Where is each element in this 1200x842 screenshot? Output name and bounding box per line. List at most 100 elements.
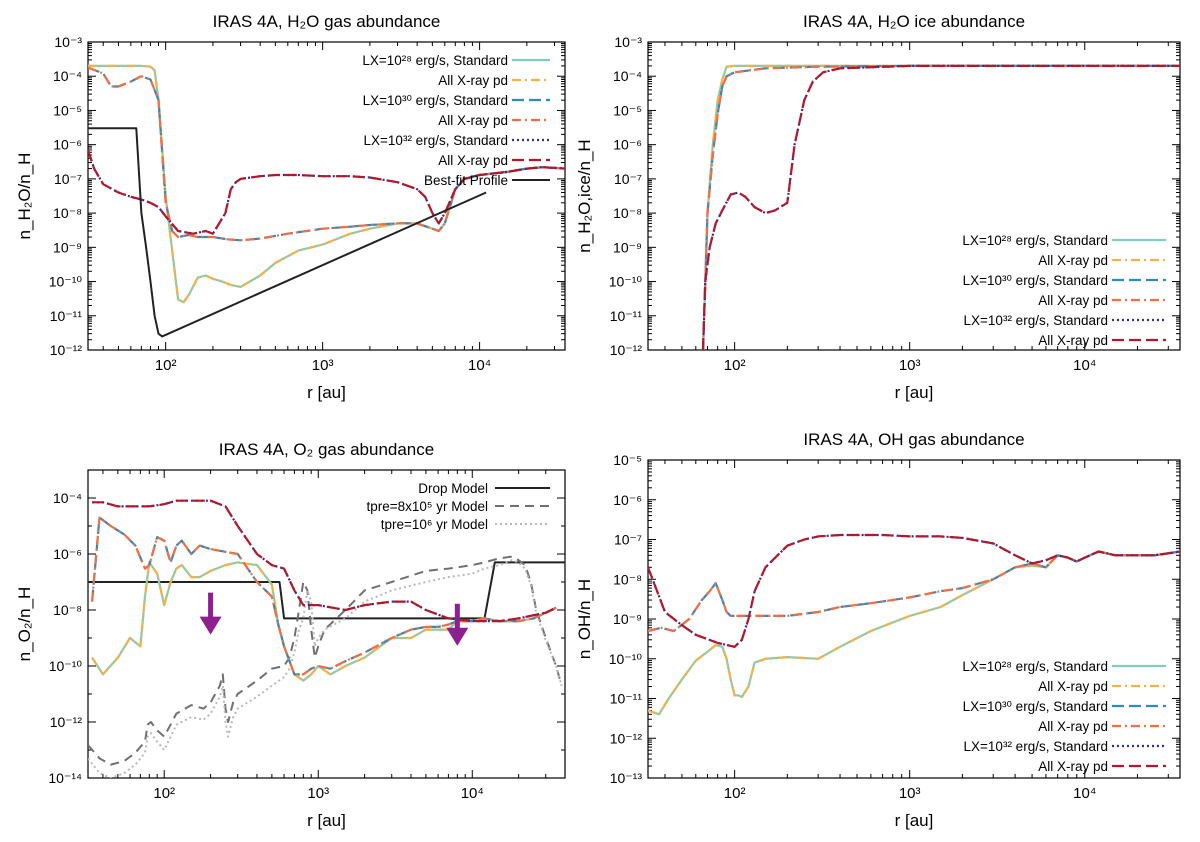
y-tick-label: 10⁻⁶ bbox=[53, 137, 82, 153]
legend-label: All X-ray pd bbox=[1038, 719, 1108, 734]
legend-label: All X-ray pd bbox=[1038, 759, 1108, 774]
y-tick-label: 10⁻⁴ bbox=[53, 490, 82, 506]
legend-label: LX=10³² erg/s, Standard bbox=[364, 133, 508, 148]
x-tick-label: 10² bbox=[724, 785, 746, 802]
panel-o2_gas: IRAS 4A, O₂ gas abundance 10² 10³ 10⁴ 10⁻¹⁴ 1… bbox=[15, 440, 566, 830]
y-tick-label: 10⁻³ bbox=[614, 34, 642, 50]
y-tick-label: 10⁻⁶ bbox=[613, 137, 642, 153]
legend-label: All X-ray pd bbox=[438, 153, 508, 168]
legend: LX=10²⁸ erg/s, Standard All X-ray pd LX=10… bbox=[962, 233, 1166, 348]
y-tick-label: 10⁻¹⁴ bbox=[48, 770, 82, 786]
series-line-lx28-dashdot bbox=[648, 550, 1180, 716]
legend: Drop Model tpre=8x10⁵ yr Model tpre=10⁶ yr… bbox=[366, 481, 550, 532]
y-tick-label: 10⁻⁹ bbox=[53, 239, 82, 255]
x-tick-label: 10² bbox=[153, 785, 175, 802]
x-tick-label: 10⁴ bbox=[468, 357, 491, 374]
y-tick-label: 10⁻⁹ bbox=[613, 239, 642, 255]
chart-title: IRAS 4A, H₂O ice abundance bbox=[803, 12, 1025, 31]
series-line-lx32-dotted bbox=[92, 499, 557, 623]
y-tick-label: 10⁻³ bbox=[54, 34, 82, 50]
y-tick-label: 10⁻¹¹ bbox=[610, 308, 643, 324]
x-tick-label: 10² bbox=[155, 357, 177, 374]
x-tick-label: 10³ bbox=[899, 357, 921, 374]
y-tick-label: 10⁻⁵ bbox=[53, 102, 82, 118]
y-tick-label: 10⁻⁸ bbox=[53, 205, 82, 221]
x-tick-label: 10⁴ bbox=[461, 785, 484, 802]
y-tick-label: 10⁻⁵ bbox=[613, 452, 642, 468]
legend-label: LX=10³⁰ erg/s, Standard bbox=[963, 273, 1108, 288]
series-line-lx30-dashdot bbox=[648, 550, 1180, 633]
series-line-tpre1e6-dotted bbox=[88, 559, 563, 778]
legend-label: LX=10²⁸ erg/s, Standard bbox=[962, 659, 1108, 674]
y-tick-label: 10⁻¹⁰ bbox=[609, 274, 643, 290]
plot-frame bbox=[87, 469, 566, 779]
series-line-tpre8e5-dashed bbox=[88, 555, 563, 766]
legend-label: LX=10³⁰ erg/s, Standard bbox=[363, 93, 508, 108]
plot-frame bbox=[87, 41, 566, 351]
y-tick-label: 10⁻¹² bbox=[610, 730, 643, 746]
upper-limit-arrow-head bbox=[199, 616, 222, 635]
x-tick-label: 10³ bbox=[312, 357, 334, 374]
legend-label: All X-ray pd bbox=[1038, 253, 1108, 268]
legend-label: LX=10²⁸ erg/s, Standard bbox=[362, 53, 508, 68]
series-line-lx32-longdash bbox=[92, 499, 557, 623]
legend-label: LX=10³² erg/s, Standard bbox=[964, 739, 1108, 754]
legend-label: All X-ray pd bbox=[1038, 293, 1108, 308]
y-tick-label: 10⁻⁷ bbox=[614, 171, 642, 187]
y-tick-label: 10⁻⁷ bbox=[54, 171, 82, 187]
y-tick-label: 10⁻⁴ bbox=[613, 68, 642, 84]
x-axis-label: r [au] bbox=[307, 383, 346, 402]
legend-label: LX=10²⁸ erg/s, Standard bbox=[962, 233, 1108, 248]
series-line-lx32-longdash bbox=[88, 149, 565, 235]
y-tick-label: 10⁻¹¹ bbox=[610, 691, 643, 707]
y-tick-label: 10⁻⁵ bbox=[613, 102, 642, 118]
chart-title: IRAS 4A, O₂ gas abundance bbox=[219, 440, 434, 459]
series-line-drop-solid bbox=[88, 561, 565, 620]
x-axis-label: r [au] bbox=[307, 811, 346, 830]
series-line-lx32-dotted bbox=[701, 64, 1180, 350]
y-tick-label: 10⁻⁶ bbox=[53, 546, 82, 562]
y-tick-label: 10⁻¹² bbox=[50, 714, 83, 730]
x-tick-label: 10³ bbox=[307, 785, 329, 802]
y-axis-label: n_O₂/n_H bbox=[15, 587, 34, 662]
x-tick-label: 10³ bbox=[899, 785, 921, 802]
legend-label: Drop Model bbox=[418, 481, 488, 496]
y-tick-label: 10⁻⁸ bbox=[613, 205, 642, 221]
legend-label: All X-ray pd bbox=[1038, 679, 1108, 694]
chart-title: IRAS 4A, H₂O gas abundance bbox=[213, 12, 441, 31]
legend-label: All X-ray pd bbox=[438, 113, 508, 128]
y-tick-label: 10⁻¹² bbox=[50, 342, 83, 358]
y-tick-label: 10⁻¹³ bbox=[610, 770, 643, 786]
y-tick-label: 10⁻⁶ bbox=[613, 492, 642, 508]
series-line-lx30-longdash bbox=[648, 550, 1180, 633]
y-tick-label: 10⁻⁸ bbox=[613, 571, 642, 587]
series-line-lx28-dashdot bbox=[701, 64, 1180, 350]
y-tick-label: 10⁻¹⁰ bbox=[609, 651, 643, 667]
legend-label: Best-fit Profile bbox=[424, 173, 508, 188]
panel-h2o_ice: IRAS 4A, H₂O ice abundance 10² 10³ 10⁴ 10⁻¹²… bbox=[575, 12, 1181, 402]
y-tick-label: 10⁻⁴ bbox=[53, 68, 82, 84]
series-line-lx28-solid bbox=[701, 64, 1180, 350]
panel-oh_gas: IRAS 4A, OH gas abundance 10² 10³ 10⁴ 10⁻¹³ 1… bbox=[575, 430, 1181, 830]
y-tick-label: 10⁻⁹ bbox=[613, 611, 642, 627]
legend-label: LX=10³² erg/s, Standard bbox=[964, 313, 1108, 328]
y-tick-label: 10⁻¹¹ bbox=[50, 308, 83, 324]
x-tick-label: 10⁴ bbox=[1073, 785, 1096, 802]
series-line-lx32-longdash bbox=[701, 64, 1180, 350]
plot-frame bbox=[647, 41, 1181, 351]
legend-label: LX=10³⁰ erg/s, Standard bbox=[963, 699, 1108, 714]
y-tick-label: 10⁻¹⁰ bbox=[49, 274, 83, 290]
y-axis-label: n_H₂O/n_H bbox=[15, 153, 34, 240]
y-tick-label: 10⁻⁷ bbox=[614, 532, 642, 548]
series-line-bestfit-solid bbox=[88, 127, 487, 338]
legend-label: All X-ray pd bbox=[1038, 333, 1108, 348]
x-tick-label: 10² bbox=[724, 357, 746, 374]
y-tick-label: 10⁻¹⁰ bbox=[49, 658, 83, 674]
chart-title: IRAS 4A, OH gas abundance bbox=[803, 430, 1024, 449]
legend-label: tpre=8x10⁵ yr Model bbox=[366, 499, 488, 514]
y-axis-label: n_OH/n_H bbox=[575, 579, 594, 659]
series-line-lx30-dashdot bbox=[701, 64, 1180, 350]
legend-label: tpre=10⁶ yr Model bbox=[381, 517, 488, 532]
upper-limit-arrow-head bbox=[446, 627, 469, 646]
